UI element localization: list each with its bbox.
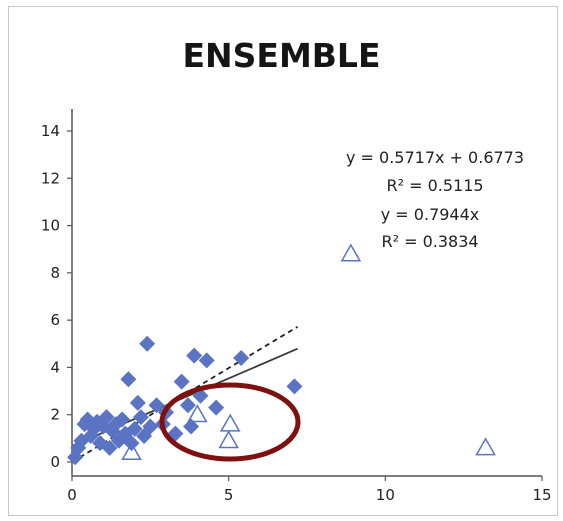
x-tick-label: 15 — [532, 486, 551, 504]
y-tick-label: 12 — [41, 169, 60, 187]
diamond-point — [179, 397, 196, 414]
y-tick-label: 2 — [50, 406, 60, 424]
diamond-point — [126, 420, 143, 437]
trendline-equations: y = 0.5717x + 0.6773 R² = 0.5115 y = 0.7… — [346, 148, 524, 251]
diamond-point — [148, 397, 165, 414]
diamond-point — [139, 335, 156, 352]
triangle-point — [340, 243, 362, 262]
diamond-point — [101, 439, 118, 456]
x-tick-label: 0 — [67, 486, 77, 504]
diamond-point — [286, 378, 303, 395]
triangle-point — [475, 437, 496, 456]
trendline-dashed — [71, 325, 299, 463]
diamond-point — [233, 349, 250, 366]
data-points — [67, 243, 496, 466]
y-tick-label: 8 — [50, 264, 60, 282]
r-squared-2: R² = 0.3834 — [381, 232, 478, 251]
triangle-point — [219, 413, 241, 432]
triangle-point — [218, 430, 239, 449]
y-tick-label: 10 — [41, 217, 60, 235]
diamond-point — [208, 399, 225, 416]
diamond-point — [183, 418, 200, 435]
y-tick-label: 6 — [50, 311, 60, 329]
y-tick-label: 14 — [41, 122, 60, 140]
y-tick-label: 0 — [50, 453, 60, 471]
diamond-point — [198, 352, 215, 369]
triangle-point — [121, 442, 142, 461]
r-squared-1: R² = 0.5115 — [386, 176, 483, 195]
equation-2: y = 0.7944x — [381, 205, 480, 224]
diamond-point — [129, 394, 146, 411]
x-tick-label: 10 — [376, 486, 395, 504]
y-tick-label: 4 — [50, 358, 60, 376]
diamond-point — [173, 373, 190, 390]
diamond-point — [132, 409, 149, 426]
diamond-point — [114, 411, 131, 428]
chart-title: ENSEMBLE — [182, 36, 381, 75]
diamond-point — [142, 418, 159, 435]
diamond-point — [98, 409, 115, 426]
triangle-point — [187, 404, 208, 423]
equation-1: y = 0.5717x + 0.6773 — [346, 148, 524, 167]
diamond-point — [120, 371, 137, 388]
x-tick-label: 5 — [224, 486, 234, 504]
axis-ticks: 0 2 4 6 8 10 12 14 0 5 10 15 — [41, 122, 552, 504]
highlight-ellipse — [159, 382, 301, 462]
diamond-point — [186, 347, 203, 364]
